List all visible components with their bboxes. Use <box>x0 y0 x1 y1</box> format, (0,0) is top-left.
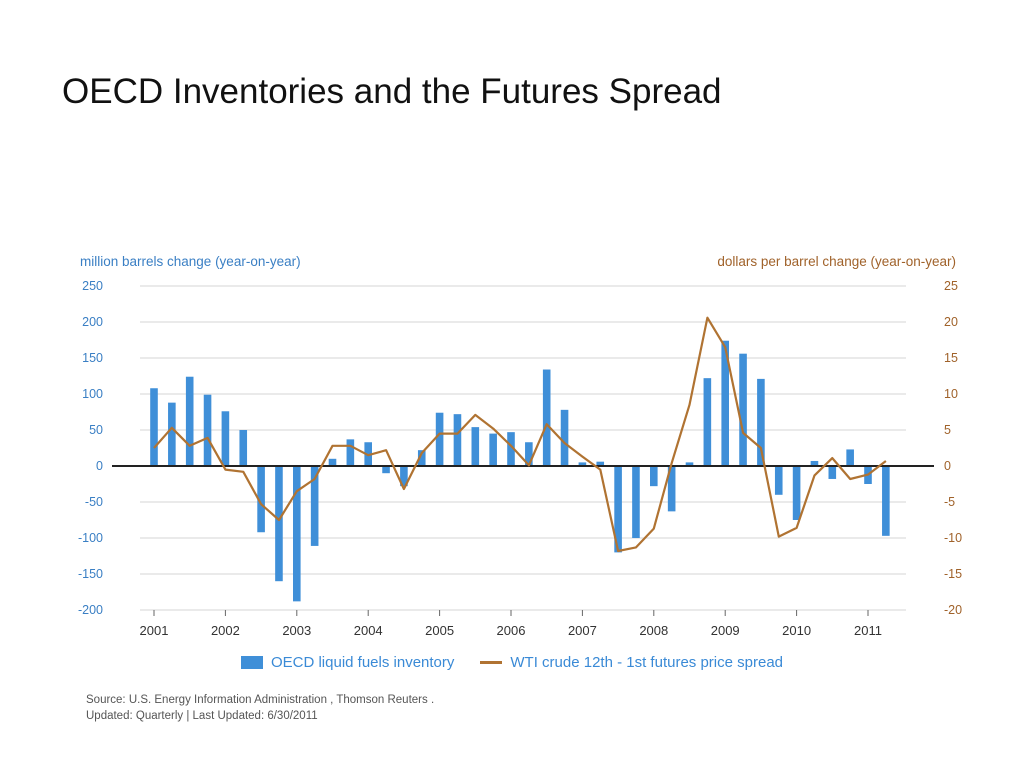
legend-line-swatch <box>480 661 503 664</box>
legend-label-spread: WTI crude 12th - 1st futures price sprea… <box>510 654 784 671</box>
x-tick-label: 2001 <box>140 623 169 638</box>
bar-2005Q4 <box>489 433 497 466</box>
bar-2003Q3 <box>328 458 337 466</box>
bar-2003Q2 <box>310 466 319 546</box>
source-note: Source: U.S. Energy Information Administ… <box>86 692 434 724</box>
chart-legend: OECD liquid fuels inventory WTI crude 12… <box>0 654 1024 671</box>
chart-container: million barrels change (year-on-year) do… <box>0 240 1024 740</box>
bar-2005Q1 <box>435 412 444 466</box>
bar-2010Q1 <box>792 466 801 520</box>
bar-2009Q2 <box>739 353 747 466</box>
legend-label-inventory: OECD liquid fuels inventory <box>270 654 455 671</box>
right-tick-label: 20 <box>944 315 958 329</box>
bar-2008Q2 <box>667 466 676 512</box>
update-line: Updated: Quarterly | Last Updated: 6/30/… <box>86 710 318 722</box>
bar-2004Q4 <box>417 450 426 466</box>
bar-2009Q1 <box>721 340 729 466</box>
left-tick-label: -100 <box>78 531 103 545</box>
right-tick-label: 0 <box>944 459 951 473</box>
bar-2001Q1 <box>150 388 158 466</box>
bar-2004Q3 <box>400 466 408 487</box>
bar-2007Q4 <box>632 466 640 538</box>
x-tick-label: 2004 <box>354 623 383 638</box>
bar-2003Q1 <box>293 466 301 602</box>
right-tick-label: -5 <box>944 495 955 509</box>
left-tick-label: 0 <box>96 459 103 473</box>
bar-2006Q3 <box>542 369 551 466</box>
bar-2007Q1 <box>578 462 587 466</box>
x-tick-label: 2005 <box>425 623 454 638</box>
bar-2005Q3 <box>471 427 480 466</box>
right-tick-label: 25 <box>944 279 958 293</box>
bar-2008Q1 <box>650 466 658 487</box>
right-tick-label: -20 <box>944 603 962 617</box>
bar-2007Q3 <box>614 466 622 553</box>
bar-2008Q4 <box>703 378 712 466</box>
left-tick-label: 100 <box>82 387 103 401</box>
bar-2002Q1 <box>221 411 230 466</box>
bar-2001Q3 <box>185 376 194 466</box>
x-tick-label: 2008 <box>639 623 668 638</box>
bar-2011Q2 <box>882 466 890 536</box>
bar-2006Q1 <box>507 432 515 466</box>
right-axis-title: dollars per barrel change (year-on-year) <box>717 254 956 269</box>
right-tick-label: -15 <box>944 567 962 581</box>
bar-2009Q4 <box>774 466 783 495</box>
bar-2008Q3 <box>685 462 694 466</box>
slide-title: OECD Inventories and the Futures Spread <box>62 72 722 111</box>
bar-2002Q4 <box>275 466 283 582</box>
x-tick-label: 2002 <box>211 623 240 638</box>
bar-2004Q2 <box>382 466 390 474</box>
legend-item-spread: WTI crude 12th - 1st futures price sprea… <box>480 654 783 671</box>
left-tick-label: -150 <box>78 567 103 581</box>
bar-2001Q2 <box>168 402 176 466</box>
bar-2003Q4 <box>346 439 355 466</box>
left-axis-title: million barrels change (year-on-year) <box>80 254 301 269</box>
legend-item-inventory: OECD liquid fuels inventory <box>240 654 455 671</box>
bar-2010Q2 <box>810 460 819 466</box>
x-tick-label: 2010 <box>782 623 811 638</box>
bar-2002Q3 <box>257 466 265 533</box>
left-tick-label: -200 <box>78 603 103 617</box>
bar-2010Q4 <box>846 449 854 466</box>
x-tick-label: 2003 <box>282 623 311 638</box>
bar-2007Q2 <box>596 461 605 466</box>
right-tick-label: -10 <box>944 531 962 545</box>
bar-2005Q2 <box>453 414 462 466</box>
bar-2001Q4 <box>203 394 212 466</box>
bar-2006Q4 <box>560 409 569 466</box>
bar-2006Q2 <box>525 442 533 466</box>
spread-line <box>153 316 887 553</box>
x-tick-label: 2011 <box>854 623 882 638</box>
x-tick-label: 2006 <box>497 623 526 638</box>
source-line: Source: U.S. Energy Information Administ… <box>86 694 435 706</box>
x-tick-label: 2007 <box>568 623 597 638</box>
legend-bar-swatch <box>240 656 263 669</box>
bar-2002Q2 <box>239 430 248 466</box>
bar-2009Q3 <box>757 378 765 466</box>
bar-2010Q3 <box>828 466 837 479</box>
x-tick-label: 2009 <box>711 623 740 638</box>
left-tick-label: -50 <box>85 495 103 509</box>
right-tick-label: 10 <box>944 387 958 401</box>
left-tick-label: 150 <box>82 351 103 365</box>
left-tick-label: 50 <box>89 423 103 437</box>
combo-chart: 250200150100500-50-100-150-2002520151050… <box>78 279 962 638</box>
left-tick-label: 250 <box>82 279 103 293</box>
right-tick-label: 15 <box>944 351 958 365</box>
right-tick-label: 5 <box>944 423 951 437</box>
left-tick-label: 200 <box>82 315 103 329</box>
